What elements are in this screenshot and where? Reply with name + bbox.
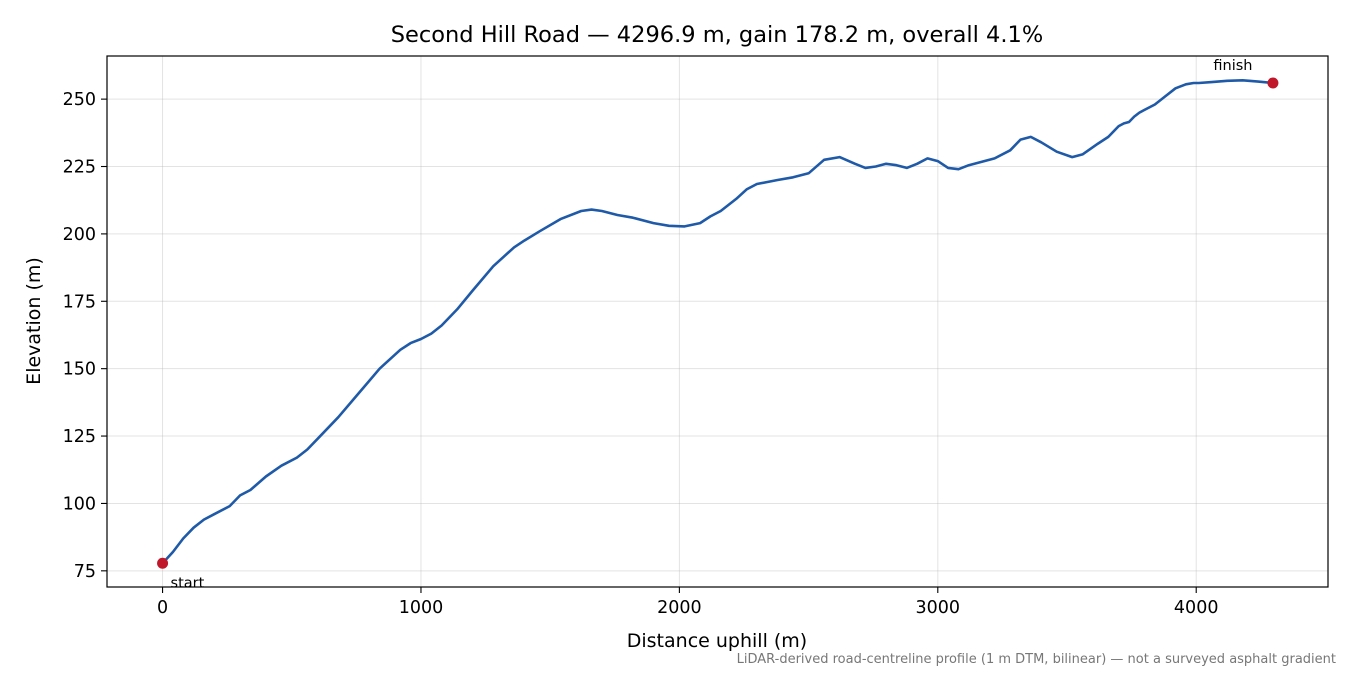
y-tick-label: 150 (63, 360, 96, 380)
x-tick-label: 0 (157, 598, 168, 618)
x-tick-label: 2000 (657, 598, 702, 618)
start-marker (157, 557, 169, 569)
y-tick-label: 125 (63, 427, 96, 447)
x-axis-label: Distance uphill (m) (627, 630, 807, 652)
x-tick-label: 3000 (916, 598, 961, 618)
grid-lines (107, 56, 1328, 587)
y-tick-label: 175 (63, 292, 96, 312)
x-axis-ticks: 0 1000 2000 3000 4000 (157, 587, 1218, 618)
y-tick-label: 225 (63, 158, 96, 178)
finish-label: finish (1213, 58, 1252, 74)
finish-marker (1267, 77, 1279, 89)
y-tick-label: 100 (63, 494, 96, 514)
elevation-profile-line (161, 79, 1275, 565)
y-axis-ticks: 75 100 125 150 175 200 225 250 (63, 90, 107, 582)
y-tick-label: 250 (63, 90, 96, 110)
y-tick-label: 200 (63, 225, 96, 245)
marker-layer: start finish (157, 58, 1279, 591)
series-layer (161, 79, 1275, 565)
x-tick-label: 4000 (1174, 598, 1219, 618)
chart-title: Second Hill Road — 4296.9 m, gain 178.2 … (391, 22, 1043, 48)
plot-frame (106, 55, 1329, 588)
y-axis-label: Elevation (m) (23, 257, 45, 385)
chart-footnote: LiDAR-derived road-centreline profile (1… (736, 652, 1336, 667)
start-label: start (171, 575, 205, 591)
y-tick-label: 75 (74, 562, 96, 582)
x-tick-label: 1000 (399, 598, 444, 618)
